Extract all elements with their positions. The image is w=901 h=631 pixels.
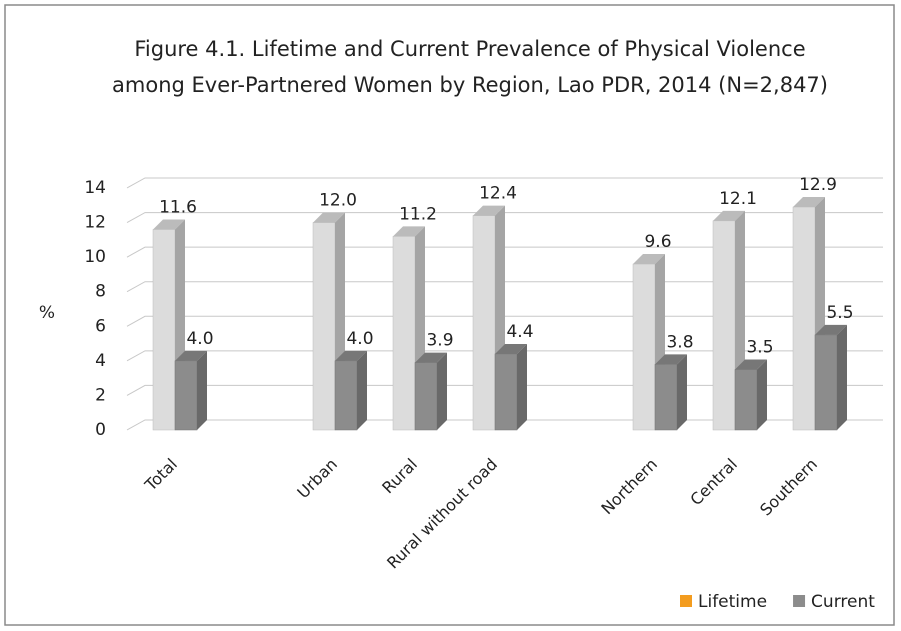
grid-line — [126, 212, 883, 224]
chart-title: Figure 4.1. Lifetime and Current Prevale… — [134, 37, 805, 61]
bar-side — [197, 350, 207, 430]
bar-top — [633, 254, 665, 265]
value-label: 11.2 — [399, 204, 437, 224]
value-label: 3.9 — [426, 331, 453, 351]
grid-line — [126, 177, 883, 189]
value-label: 12.9 — [799, 175, 837, 195]
value-label: 11.6 — [159, 197, 197, 217]
bar — [654, 364, 678, 431]
y-tick-label: 4 — [95, 351, 106, 371]
frame — [4, 4, 895, 626]
bar-side — [757, 359, 767, 430]
bar — [472, 215, 496, 431]
bar-side — [677, 354, 687, 430]
y-tick-label: 10 — [84, 247, 106, 267]
value-label: 4.0 — [186, 329, 213, 349]
value-label: 12.1 — [719, 189, 757, 209]
value-label: 3.8 — [666, 332, 693, 352]
y-axis-label: % — [39, 303, 55, 323]
bar — [312, 222, 336, 431]
bar — [392, 236, 416, 431]
grid-line — [126, 246, 883, 258]
y-tick-label: 12 — [84, 213, 106, 233]
legend-label: Lifetime — [698, 592, 767, 612]
bar-side — [357, 350, 367, 430]
bar-top — [735, 359, 767, 370]
bar-side — [837, 324, 847, 430]
legend-label: Current — [811, 592, 875, 612]
bar-top — [415, 352, 447, 363]
bar-top — [495, 343, 527, 354]
value-label: 3.5 — [746, 338, 773, 358]
y-tick-label: 8 — [95, 282, 106, 302]
bar-side — [437, 352, 447, 430]
legend-swatch — [793, 595, 806, 607]
bar-top — [175, 350, 207, 361]
value-label: 9.6 — [644, 232, 671, 252]
bar — [494, 353, 518, 431]
bar-top — [153, 219, 185, 230]
bar — [632, 263, 656, 431]
bar-top — [815, 324, 847, 335]
value-label: 12.4 — [479, 184, 517, 204]
bar — [814, 334, 838, 431]
value-label: 4.4 — [506, 322, 533, 342]
bar — [414, 362, 438, 431]
chart-title: among Ever-Partnered Women by Region, La… — [112, 73, 828, 97]
bar-top — [335, 350, 367, 361]
bar-side — [517, 343, 527, 430]
y-tick-label: 2 — [95, 385, 106, 405]
bar — [734, 369, 758, 431]
bar — [334, 360, 358, 431]
bar-top — [655, 354, 687, 365]
bar-top — [393, 226, 425, 237]
value-label: 4.0 — [346, 329, 373, 349]
bar-top — [713, 210, 745, 221]
legend-swatch — [680, 595, 692, 607]
bar-top — [793, 197, 825, 208]
value-label: 5.5 — [826, 303, 853, 323]
y-tick-label: 6 — [95, 316, 106, 336]
bar — [174, 360, 198, 431]
bar-top — [313, 212, 345, 223]
bar — [712, 220, 736, 431]
bar — [792, 206, 816, 431]
value-label: 12.0 — [319, 191, 357, 211]
y-tick-label: 0 — [95, 420, 106, 440]
y-tick-label: 14 — [84, 178, 106, 198]
bar — [152, 229, 176, 431]
bar-top — [473, 205, 505, 216]
